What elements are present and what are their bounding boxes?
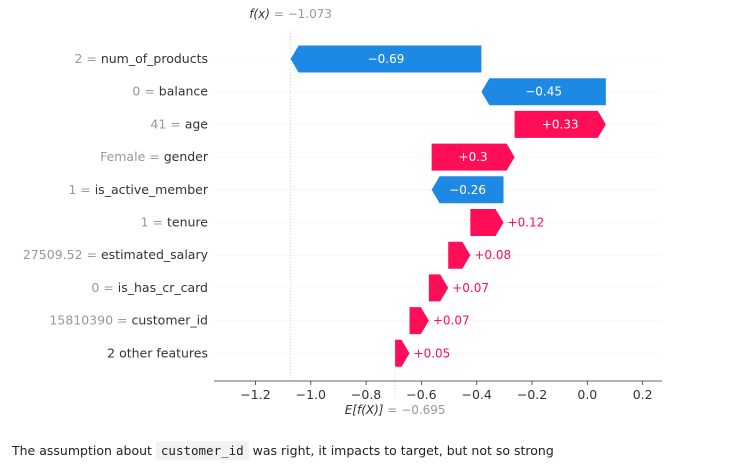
x-tick-label: −0.2: [517, 387, 547, 402]
bar-num_of_products: [290, 45, 482, 73]
caption-code: customer_id: [155, 441, 249, 460]
shap-waterfall-chart: f(x) = −1.073 −0.69 2 = num_of_products −0.…: [23, 7, 662, 417]
bar-2-other-features: [395, 339, 410, 367]
x-tick-label: 0.2: [633, 387, 653, 402]
caption-before: The assumption about: [12, 443, 156, 458]
feature-label: 27509.52 = estimated_salary: [23, 247, 209, 262]
bar-gender: [431, 143, 515, 171]
feature-label: 1 = is_active_member: [68, 182, 209, 197]
caption: The assumption about customer_id was rig…: [12, 441, 554, 460]
contrib-label: +0.08: [474, 248, 511, 262]
feature-label: 15810390 = customer_id: [49, 313, 208, 328]
ex-label: E[f(X)] = −0.695: [345, 403, 446, 417]
contrib-label: +0.12: [508, 216, 545, 230]
x-tick-label: −1.2: [240, 387, 270, 402]
feature-label: 0 = is_has_cr_card: [91, 280, 208, 295]
feature-label: 41 = age: [150, 116, 208, 131]
x-tick-label: −1.0: [296, 387, 326, 402]
x-tick-label: −0.4: [462, 387, 492, 402]
contrib-label: −0.45: [525, 85, 562, 99]
fx-label: f(x) = −1.073: [249, 7, 332, 21]
bar-balance: [481, 78, 606, 106]
x-tick-label: −0.6: [406, 387, 436, 402]
bar-is_has_cr_card: [428, 274, 449, 302]
feature-label: 0 = balance: [132, 84, 208, 99]
caption-after: was right, it impacts to target, but not…: [248, 443, 554, 458]
bar-customer_id: [409, 307, 429, 335]
contrib-label: −0.69: [368, 52, 405, 66]
bar-age: [514, 110, 606, 138]
contrib-label: +0.05: [414, 346, 451, 360]
x-tick-label: 0.0: [577, 387, 597, 402]
feature-label: 1 = tenure: [141, 215, 209, 230]
bar-is_active_member: [431, 176, 504, 204]
feature-label: 2 = num_of_products: [74, 51, 208, 66]
bar-tenure: [470, 209, 504, 236]
contrib-label: +0.07: [452, 281, 489, 295]
x-tick-label: −0.8: [351, 387, 381, 402]
contrib-label: −0.26: [449, 183, 486, 197]
contrib-label: +0.3: [459, 150, 488, 164]
feature-label: Female = gender: [100, 149, 209, 164]
contrib-label: +0.33: [542, 117, 579, 131]
bar-estimated_salary: [448, 241, 471, 269]
feature-label: 2 other features: [107, 345, 208, 360]
contrib-label: +0.07: [433, 314, 470, 328]
